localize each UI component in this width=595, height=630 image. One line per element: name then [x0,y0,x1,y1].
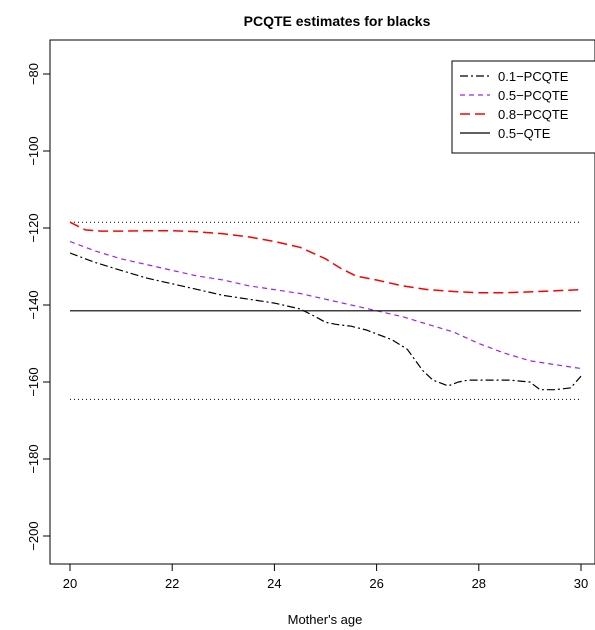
x-tick-label: 30 [574,576,588,591]
y-tick-label: −80 [26,63,41,85]
series-lines [69,221,582,391]
legend-label-0-5-qte: 0.5−QTE [498,126,551,141]
x-tick-label: 26 [369,576,383,591]
y-tick-label: −140 [26,290,41,319]
legend-label-0-5-pcqte: 0.5−PCQTE [498,88,569,103]
legend: 0.1−PCQTE 0.5−PCQTE 0.8−PCQTE 0.5−QTE [451,60,595,154]
x-tick-label: 20 [63,576,77,591]
legend-label-0-8-pcqte: 0.8−PCQTE [498,107,569,122]
series-line-0-8-pcqte [69,221,582,294]
chart-title: PCQTE estimates for blacks [244,13,431,29]
y-tick-label: −160 [26,367,41,396]
y-tick-label: −120 [26,213,41,242]
x-axis-label: Mother's age [288,612,363,627]
y-tick-label: −100 [26,136,41,165]
series-line-0-1-pcqte [69,252,582,391]
x-tick-label: 22 [165,576,179,591]
x-axis: 20 22 24 26 28 30 [63,563,588,591]
x-tick-label: 28 [472,576,486,591]
x-tick-label: 24 [267,576,281,591]
y-tick-label: −200 [26,521,41,550]
y-tick-label: −180 [26,444,41,473]
legend-box [451,60,595,154]
series-line-0-5-pcqte [69,240,582,370]
y-axis: −200 −180 −160 −140 −120 −100 −80 [26,63,51,551]
legend-label-0-1-pcqte: 0.1−PCQTE [498,69,569,84]
